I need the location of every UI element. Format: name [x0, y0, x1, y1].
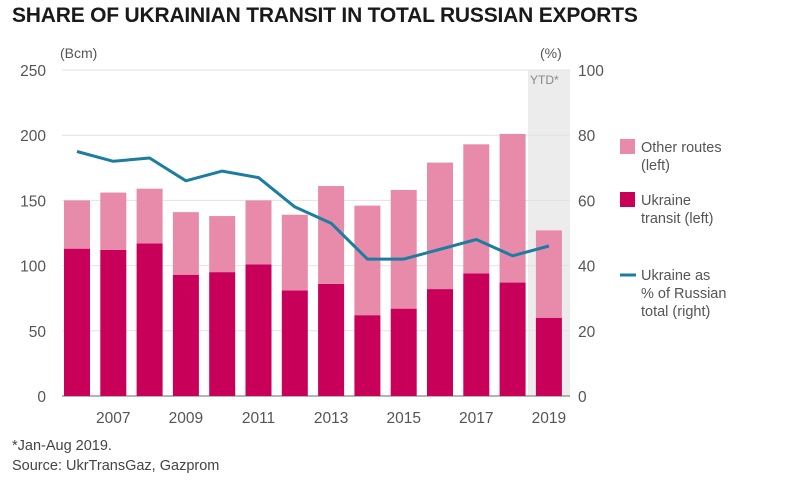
left-tick-label: 200	[20, 128, 46, 145]
legend-other-routes-line1: Other routes	[641, 140, 722, 156]
legend-ukraine-share-line3: total (right)	[641, 304, 710, 320]
chart-title: SHARE OF UKRAINIAN TRANSIT IN TOTAL RUSS…	[12, 4, 638, 27]
right-tick-label: 100	[578, 63, 604, 80]
x-tick-label: 2017	[459, 410, 493, 427]
bar-ukraine-transit	[354, 315, 381, 396]
bar-ukraine-transit	[535, 317, 562, 396]
legend-swatch-ukraine-transit	[620, 192, 635, 207]
right-tick-label: 80	[578, 128, 596, 145]
bar-other-routes	[318, 186, 345, 284]
x-tick-label: 2019	[532, 410, 566, 427]
left-tick-label: 0	[37, 389, 46, 406]
footnote: *Jan-Aug 2019.	[12, 438, 112, 454]
legend-ukraine-share-line1: Ukraine as	[641, 268, 710, 284]
right-tick-label: 20	[578, 324, 596, 341]
right-tick-label: 60	[578, 193, 596, 210]
bar-other-routes	[535, 230, 562, 318]
bar-other-routes	[281, 214, 308, 291]
bar-ukraine-transit	[136, 243, 163, 396]
legend: Other routes (left) Ukraine transit (lef…	[620, 139, 726, 320]
right-tick-label: 40	[578, 259, 596, 276]
x-tick-label: 2015	[386, 410, 420, 427]
bar-ukraine-transit	[100, 249, 127, 396]
x-tick-label: 2011	[242, 410, 275, 427]
left-tick-label: 250	[20, 63, 46, 80]
legend-swatch-other-routes	[620, 139, 635, 154]
bar-other-routes	[390, 189, 417, 309]
right-axis-ticks: 0 20 40 60 80 100	[578, 63, 604, 406]
legend-other-routes-line2: (left)	[641, 158, 670, 174]
bar-ukraine-transit	[172, 274, 199, 396]
bar-other-routes	[136, 188, 163, 244]
ytd-label: YTD*	[530, 73, 559, 87]
bar-ukraine-transit	[499, 282, 526, 396]
bar-ukraine-transit	[64, 248, 90, 396]
bar-other-routes	[100, 192, 127, 250]
legend-ukraine-share-line2: % of Russian	[641, 286, 726, 302]
right-axis-unit: (%)	[540, 45, 562, 61]
bar-ukraine-transit	[318, 283, 345, 396]
bar-other-routes	[172, 212, 199, 275]
bar-ukraine-transit	[463, 273, 490, 396]
left-axis-ticks: 0 50 100 150 200 250	[20, 63, 46, 406]
bars	[64, 133, 562, 396]
left-tick-label: 150	[20, 193, 46, 210]
source-note: Source: UkrTransGaz, Gazprom	[12, 458, 220, 474]
left-axis-unit: (Bcm)	[60, 45, 97, 61]
bar-ukraine-transit	[245, 264, 272, 396]
bar-ukraine-transit	[390, 308, 417, 396]
bar-other-routes	[209, 216, 236, 273]
bar-other-routes	[463, 144, 490, 274]
bar-other-routes	[499, 133, 526, 283]
bar-ukraine-transit	[209, 272, 236, 396]
left-tick-label: 50	[29, 324, 47, 341]
bar-ukraine-transit	[281, 290, 308, 396]
legend-ukraine-transit-line1: Ukraine	[641, 193, 691, 209]
right-tick-label: 0	[578, 389, 587, 406]
x-tick-label: 2007	[96, 410, 130, 427]
bar-other-routes	[245, 200, 272, 265]
bar-ukraine-transit	[427, 289, 453, 396]
legend-ukraine-transit-line2: transit (left)	[641, 211, 714, 227]
bar-other-routes	[427, 162, 453, 290]
ukraine-share-line	[76, 150, 550, 261]
x-axis-ticks: 2007 2009 2011 2013 2015 2017 2019	[96, 410, 566, 427]
x-tick-label: 2013	[314, 410, 348, 427]
x-tick-label: 2009	[169, 410, 203, 427]
bar-other-routes	[64, 200, 90, 249]
left-tick-label: 100	[20, 259, 46, 276]
